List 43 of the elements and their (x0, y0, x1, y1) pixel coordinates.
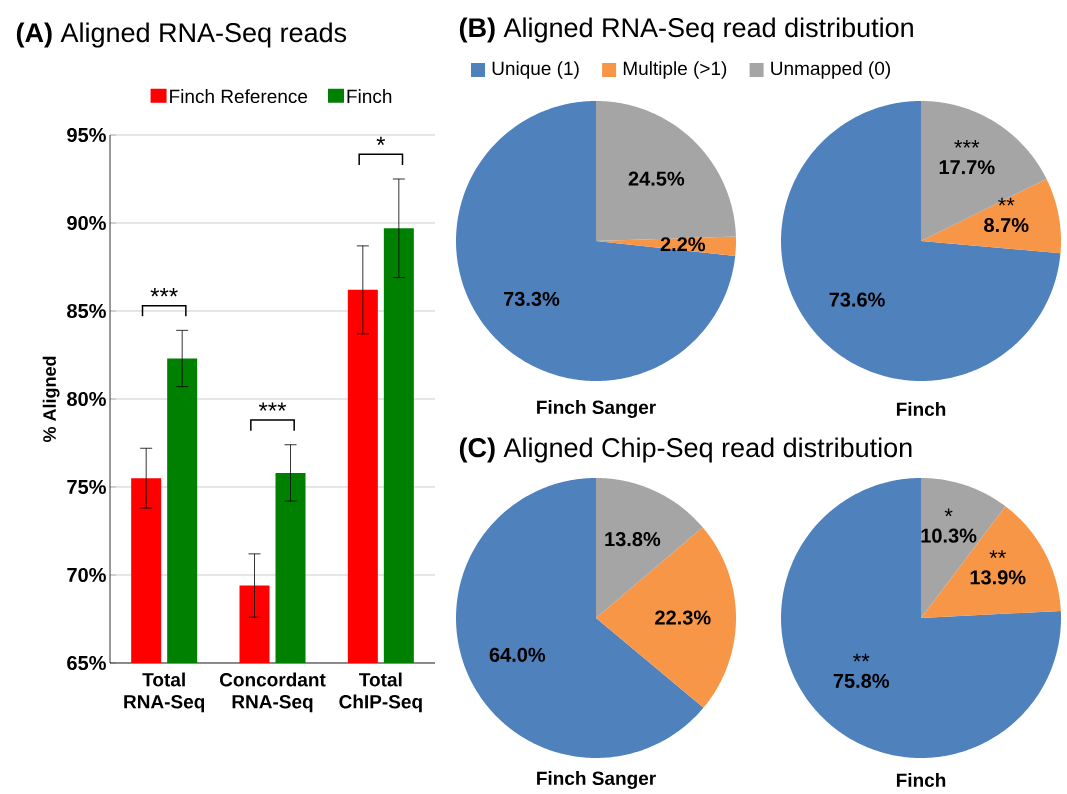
x-tick-label: Total RNA-Seq (124, 672, 205, 713)
y-tick-label: 90% (67, 215, 106, 231)
data-label: 13.8% (605, 532, 661, 547)
data-label: 13.9% (970, 570, 1026, 585)
data-label: 73.6% (829, 292, 885, 307)
legend-label: Finch (347, 89, 392, 104)
text: ** (998, 197, 1015, 206)
text: Finch Sanger (537, 771, 656, 789)
y-axis-title: % Aligned (42, 356, 60, 443)
chart-title: (B) Aligned RNA-Seq read distribution (459, 17, 913, 43)
x-tick-label: Concordant RNA-Seq (219, 672, 326, 713)
y-tick-label: 85% (67, 303, 106, 319)
legend-label: Multiple (>1) (623, 61, 727, 79)
chart-title: (C) Aligned Chip-Seq read distribution (459, 437, 912, 463)
legend-label: Finch Reference (170, 89, 308, 104)
text: *** (954, 140, 980, 148)
text: * (944, 508, 953, 517)
text: Finch (896, 773, 946, 787)
data-label: 75.8% (833, 673, 890, 688)
annotation: *** (258, 402, 287, 411)
data-label: 22.3% (655, 610, 711, 625)
data-label: 17.7% (939, 160, 995, 175)
text: Finch Sanger (537, 400, 656, 418)
data-label: 8.7% (984, 217, 1029, 233)
annotation: *** (150, 287, 178, 297)
y-tick-label: 80% (67, 391, 106, 407)
y-tick-label: 70% (67, 567, 106, 583)
chart-title: (A) Aligned RNA-Seq reads (16, 22, 347, 48)
text: Finch (896, 402, 946, 416)
y-tick-label: 65% (67, 655, 106, 671)
data-label: 24.5% (628, 171, 685, 186)
text: ** (989, 550, 1006, 558)
data-label: 73.3% (503, 291, 560, 307)
text: ** (853, 653, 870, 662)
annotation: * (376, 136, 386, 146)
legend-label: Unmapped (0) (771, 61, 891, 79)
data-label: 10.3% (921, 528, 977, 543)
y-tick-label: 95% (67, 127, 106, 143)
data-label: 64.0% (489, 647, 546, 662)
data-label: 2.2% (660, 237, 706, 252)
y-tick-label: 75% (67, 479, 106, 495)
x-tick-label: Total ChIP-Seq (339, 672, 422, 713)
legend-label: Unique (1) (492, 61, 579, 79)
